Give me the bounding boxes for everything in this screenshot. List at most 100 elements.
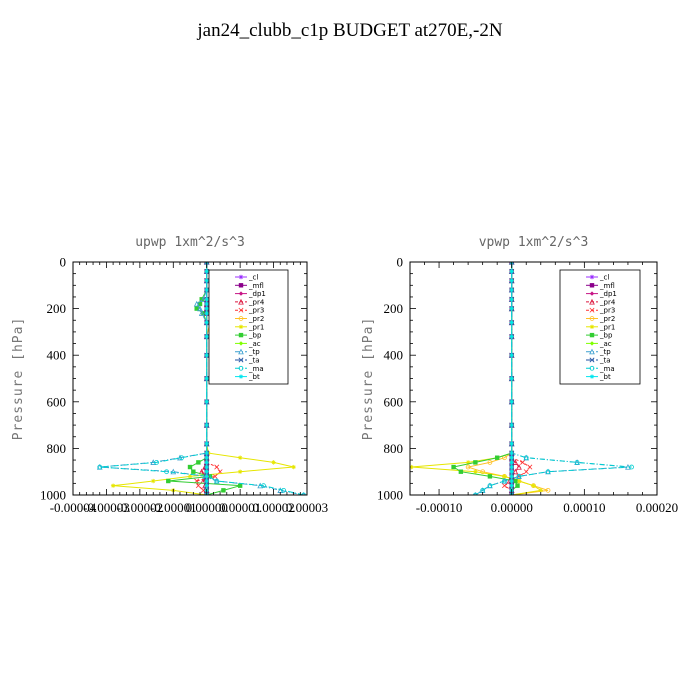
legend-pr2-point [589,316,595,321]
legend-cl-point [238,274,244,280]
series-bt-point [204,301,209,307]
series-bt-point [204,334,209,339]
legend-mfl-point [589,283,595,288]
series-bt-point [509,376,514,381]
series-bt-point [509,478,514,484]
series-ma-point [97,464,103,470]
x-tick-label: 0.00001 [219,500,261,515]
legend-label: _mfl [599,282,615,290]
legend-mfl-point [238,283,244,288]
series-bp-point [194,306,199,311]
series-ma-point [629,464,634,470]
series-pr1-point [291,464,296,470]
series-pr4-point [516,463,522,470]
legend-label: _pr2 [599,315,615,323]
legend-label: _cl [599,274,609,282]
x-tick-label: 0.00010 [563,500,605,515]
legend-tp-point [589,348,595,355]
series-pr1-point [110,483,116,488]
legend-label: _pr2 [248,315,264,323]
series-bp-point [201,311,206,316]
legend-pr1-point [238,324,244,329]
series-bt-point [204,441,209,446]
series-ma-point [179,455,185,461]
series-pr1-point [410,464,414,470]
legend-tp-point [238,348,244,355]
series-pr1-point [187,474,193,479]
series-line-pr1 [411,262,543,495]
series-pr1-point [465,460,471,465]
legend-bp-point [589,332,595,338]
series-pr2-point [487,459,493,465]
legend-label: _pr4 [599,298,616,306]
series-pr3-point [212,473,218,479]
series-bp-point [166,478,171,484]
legend-cl-point [589,274,595,280]
legend-label: _mfl [248,282,264,290]
legend-label: _ta [599,357,611,365]
series-bt-point [204,399,209,404]
legend-label: _bp [599,332,613,340]
y-tick-label: 1000 [377,488,403,503]
series-ma-point [523,455,529,461]
legend-bp-point [238,332,244,338]
legend-label: _ac [248,340,261,348]
series-pr3-point [523,469,529,475]
legend-pr4-point [589,298,595,305]
series-bt-point [509,320,514,325]
y-tick-label: 400 [384,348,404,363]
series-bt-point [204,422,209,428]
series-bt-point [509,460,514,465]
series-bt-point [509,306,514,311]
series-bp-point [494,455,500,460]
series-bp-point [487,474,493,479]
series-bt-point [509,269,514,274]
series-bt-point [509,483,514,488]
series-bt-point [204,306,209,311]
series-tp-point [170,468,177,475]
x-tick-label: 0.00003 [286,500,328,515]
y-tick-label: 0 [397,255,404,270]
series-bt-point [509,422,514,428]
series-bp-point [473,460,478,465]
legend-ma-point [589,365,595,371]
series-bt-point [204,353,209,358]
series-bt-point [204,450,209,456]
y-tick-label: 800 [47,441,67,456]
series-bt-point [204,469,209,474]
series-ma-point [545,469,551,475]
x-tick-label: 0.00020 [636,500,678,515]
legend-pr4-point [238,298,244,305]
series-bt-point [204,464,209,470]
series-bt-point [509,441,514,446]
legend-label: _dp1 [248,290,266,298]
series-ma-point [574,459,580,465]
x-tick-label: -0.00010 [416,500,463,515]
legend-ta-point [238,357,244,363]
legend-label: _bp [248,332,262,340]
legend-label: _ma [599,365,615,373]
vpwp-panel: vpwp 1xm^2/s^3 Pressure [hPa] 0 200 400 600 80… [361,235,678,515]
y-tick-label: 200 [47,301,67,316]
panel-title: upwp 1xm^2/s^3 [135,235,245,250]
legend-ma-point [238,365,244,371]
series-bt-point [204,278,209,283]
series-pr1-point [237,455,243,460]
series-ma-point [516,473,522,479]
legend-label: _ma [248,365,264,373]
x-tick-label: -0.00002 [117,500,164,515]
legend: _cl_mfl_dp1_pr4_pr3_pr2_pr1_bp_ac_tp_ta_… [559,269,641,385]
y-tick-label: 200 [384,301,404,316]
series-bt-point [509,474,514,479]
series-bt-point [509,399,514,404]
legend-bt-point [238,374,244,379]
legend-label: _ta [248,357,260,365]
series-bt-point [204,460,209,465]
series-ma-point [502,478,507,484]
y-tick-label: 1000 [40,488,66,503]
series-tp-point [197,305,203,312]
legend-pr2-point [238,316,244,321]
series-bt-point [509,455,514,460]
series-tp-point [198,310,205,316]
series-bt-point [509,287,514,293]
